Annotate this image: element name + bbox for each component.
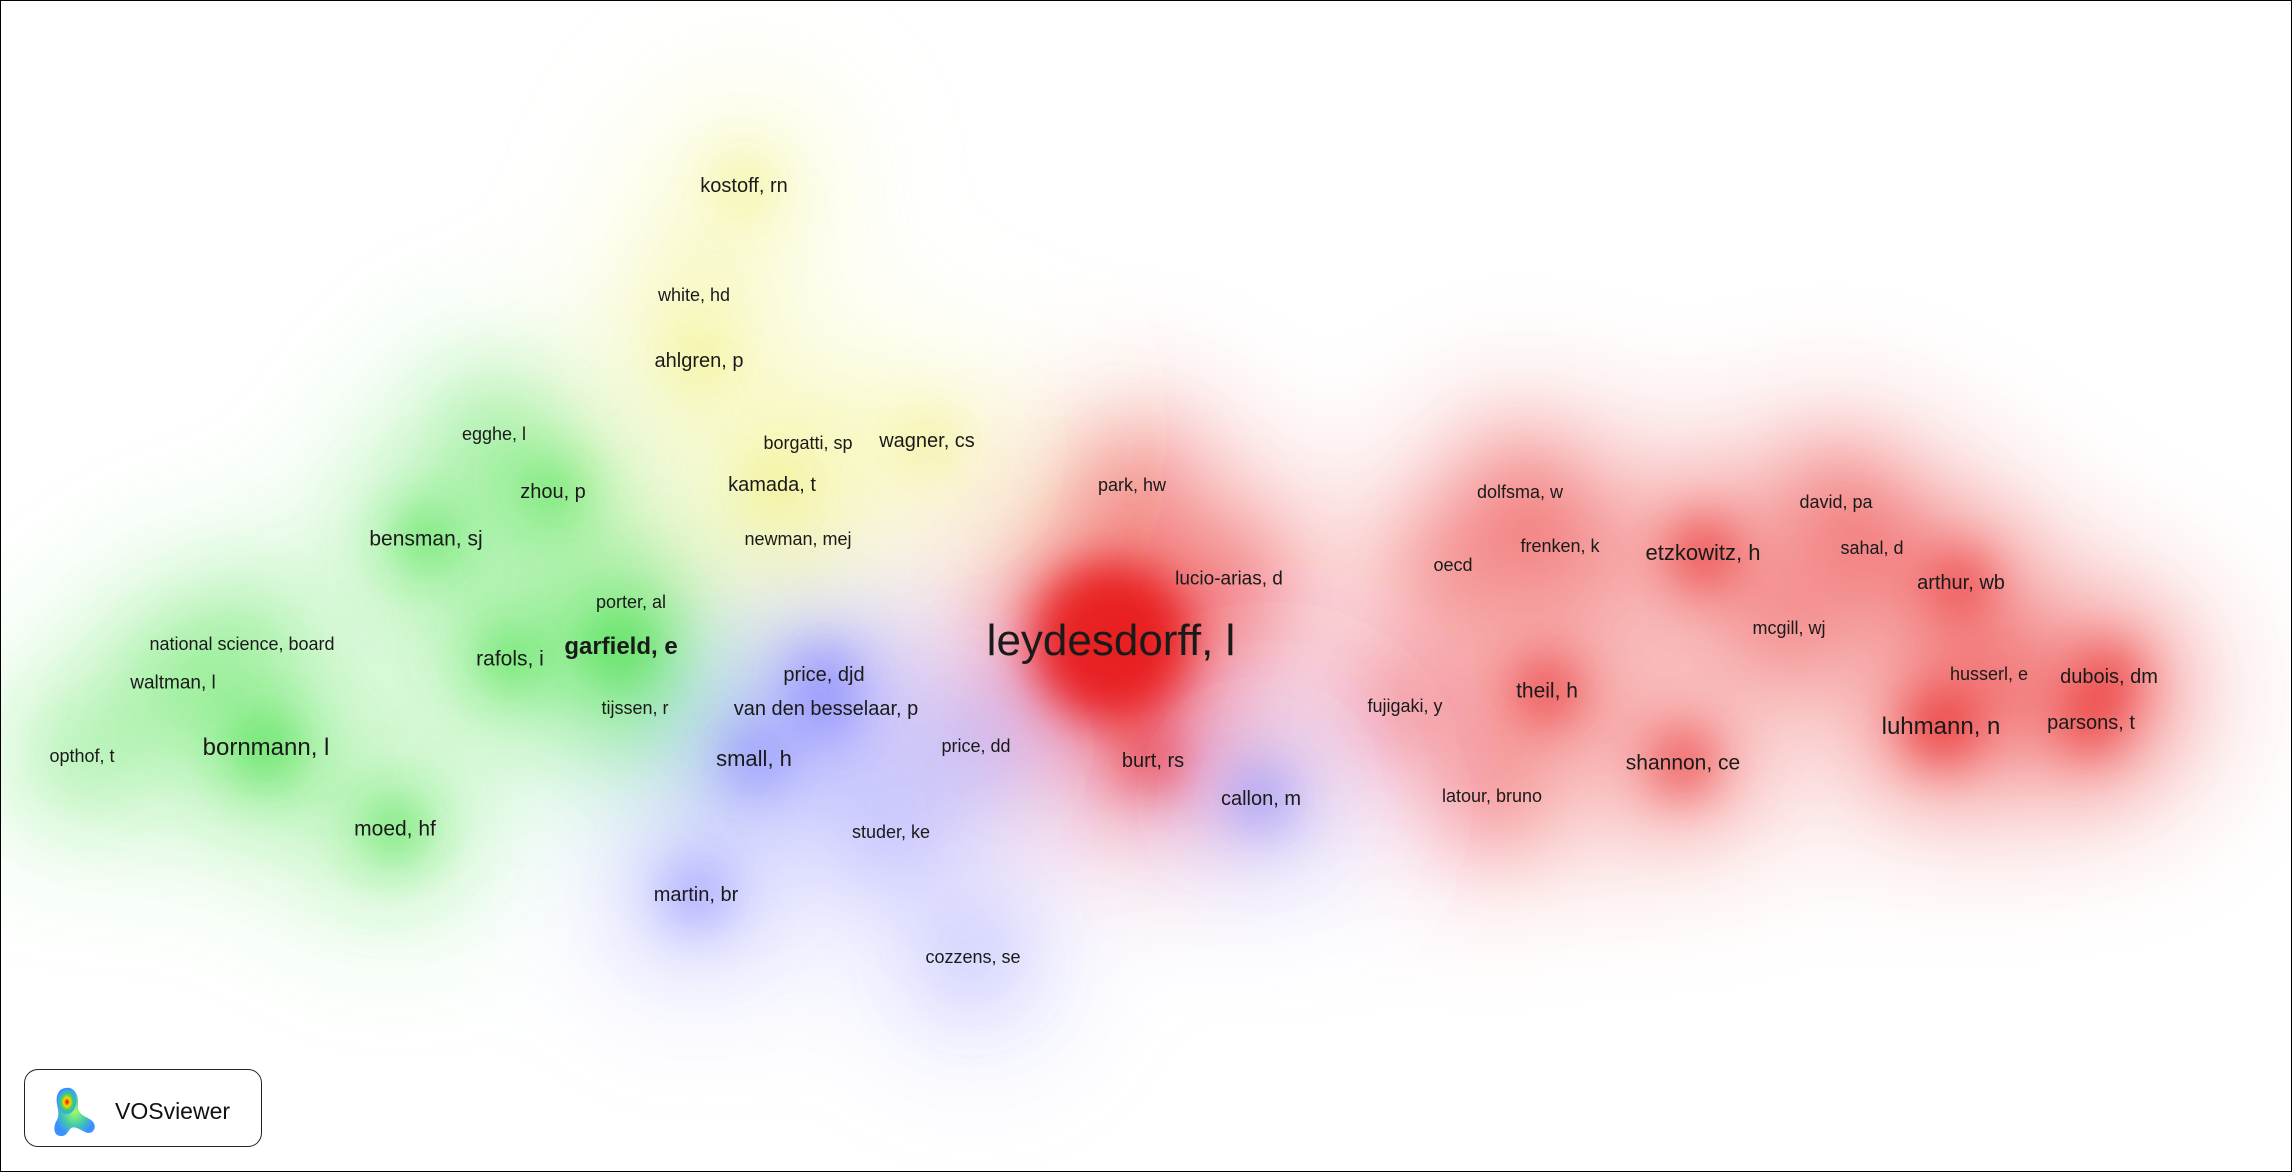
node-label-park-hw[interactable]: park, hw bbox=[1097, 475, 1167, 495]
density-blob-national-science-board bbox=[190, 592, 294, 696]
density-blob-kamada-t bbox=[741, 454, 803, 516]
density-blob-etzkowitz-h bbox=[1669, 519, 1737, 587]
node-label-kostoff-rn[interactable]: kostoff, rn bbox=[700, 175, 788, 197]
density-blob-white-hd bbox=[642, 243, 746, 347]
density-blob-zhou-p bbox=[522, 461, 584, 523]
density-blob-cozzens-se bbox=[921, 905, 1025, 1009]
density-blob-theil-h bbox=[1514, 658, 1580, 724]
node-label-dolfsma-w[interactable]: dolfsma, w bbox=[1476, 482, 1564, 502]
node-label-martin-br[interactable]: martin, br bbox=[653, 884, 739, 906]
node-label-price-dd[interactable]: price, dd bbox=[941, 736, 1011, 756]
density-blob-opthof-t bbox=[30, 704, 134, 808]
density-blob-oecd bbox=[1401, 513, 1505, 617]
density-blob-martin-br bbox=[665, 864, 727, 926]
node-label-husserl-e[interactable]: husserl, e bbox=[1949, 664, 2029, 684]
node-label-sahal-d[interactable]: sahal, d bbox=[1840, 538, 1904, 558]
node-label-mcgill-wj[interactable]: mcgill, wj bbox=[1752, 618, 1826, 638]
vosviewer-logo-icon bbox=[54, 1087, 95, 1136]
node-label-luhmann-n[interactable]: luhmann, n bbox=[1881, 713, 2001, 740]
node-label-parsons-t[interactable]: parsons, t bbox=[2047, 712, 2135, 734]
node-label-kamada-t[interactable]: kamada, t bbox=[728, 474, 816, 496]
density-blob-arthur-wb bbox=[1930, 552, 1992, 614]
density-blob-leydesdorff-l bbox=[1031, 561, 1191, 721]
node-label-rafols-i[interactable]: rafols, i bbox=[476, 647, 544, 671]
node-label-theil-h[interactable]: theil, h bbox=[1516, 679, 1578, 703]
density-blob-bensman-sj bbox=[393, 506, 459, 572]
density-blob-parsons-t bbox=[2060, 692, 2122, 754]
node-label-shannon-ce[interactable]: shannon, ce bbox=[1625, 751, 1741, 775]
node-label-borgatti-sp[interactable]: borgatti, sp bbox=[763, 433, 853, 453]
node-label-moed-hf[interactable]: moed, hf bbox=[354, 817, 436, 841]
density-blob-studer-ke bbox=[839, 780, 943, 884]
density-blob-price-djd bbox=[793, 644, 855, 706]
density-blob-fujigaki-y bbox=[1353, 654, 1457, 758]
node-label-zhou-p[interactable]: zhou, p bbox=[520, 481, 586, 503]
density-blob-lucio-arias-d bbox=[1176, 526, 1282, 632]
density-blob-price-dd bbox=[924, 694, 1028, 798]
density-blob-bornmann-l bbox=[228, 710, 304, 786]
node-label-opthof-t[interactable]: opthof, t bbox=[49, 746, 115, 766]
node-label-price-djd[interactable]: price, djd bbox=[783, 664, 865, 686]
node-label-white-hd[interactable]: white, hd bbox=[657, 285, 731, 305]
density-blob-rafols-i bbox=[477, 626, 543, 692]
density-blob-luhmann-n bbox=[1903, 689, 1979, 765]
vosviewer-logo: VOSviewer bbox=[24, 1069, 262, 1147]
density-blob-frenken-k bbox=[1508, 494, 1612, 598]
node-label-tijssen-r[interactable]: tijssen, r bbox=[601, 698, 669, 718]
density-blob-moed-hf bbox=[362, 796, 428, 862]
node-label-david-pa[interactable]: david, pa bbox=[1799, 492, 1873, 512]
density-blob-sahal-d bbox=[1820, 496, 1924, 600]
node-label-callon-m[interactable]: callon, m bbox=[1220, 788, 1302, 810]
node-label-oecd[interactable]: oecd bbox=[1433, 555, 1473, 575]
density-blob-wagner-cs bbox=[896, 410, 958, 472]
node-label-newman-mej[interactable]: newman, mej bbox=[744, 529, 852, 549]
density-blob-latour-bruno bbox=[1440, 744, 1544, 848]
density-blob-callon-m bbox=[1230, 768, 1292, 830]
node-label-studer-ke[interactable]: studer, ke bbox=[851, 822, 931, 842]
node-label-bornmann-l[interactable]: bornmann, l bbox=[202, 734, 330, 761]
logo-label: VOSviewer bbox=[115, 1098, 231, 1124]
density-blob-kostoff-rn bbox=[713, 155, 775, 217]
node-label-porter-al[interactable]: porter, al bbox=[595, 592, 667, 612]
node-label-small-h[interactable]: small, h bbox=[716, 746, 792, 771]
density-blob-small-h bbox=[720, 725, 788, 793]
density-blob-garfield-e bbox=[583, 609, 659, 685]
node-label-frenken-k[interactable]: frenken, k bbox=[1520, 536, 1600, 556]
density-blob-egghe-l bbox=[442, 382, 546, 486]
node-label-burt-rs[interactable]: burt, rs bbox=[1121, 750, 1185, 772]
node-label-garfield-e[interactable]: garfield, e bbox=[564, 633, 678, 660]
node-label-latour-bruno[interactable]: latour, bruno bbox=[1441, 786, 1543, 806]
node-label-wagner-cs[interactable]: wagner, cs bbox=[879, 430, 975, 452]
node-label-arthur-wb[interactable]: arthur, wb bbox=[1917, 572, 2005, 594]
node-label-dubois-dm[interactable]: dubois, dm bbox=[2060, 666, 2158, 688]
node-label-lucio-arias-d[interactable]: lucio-arias, d bbox=[1175, 568, 1283, 590]
node-label-waltman-l[interactable]: waltman, l bbox=[130, 672, 216, 694]
node-label-leydesdorff-l[interactable]: leydesdorff, l bbox=[986, 616, 1236, 665]
node-label-national-science-board[interactable]: national science, board bbox=[149, 634, 335, 654]
density-blob-ahlgren-p bbox=[668, 330, 730, 392]
density-blob-park-hw bbox=[1080, 433, 1184, 537]
node-label-cozzens-se[interactable]: cozzens, se bbox=[925, 947, 1021, 967]
node-label-bensman-sj[interactable]: bensman, sj bbox=[369, 527, 483, 551]
node-label-van-den-besselaar-p[interactable]: van den besselaar, p bbox=[733, 698, 919, 720]
density-blob-shannon-ce bbox=[1650, 730, 1716, 796]
node-label-etzkowitz-h[interactable]: etzkowitz, h bbox=[1645, 540, 1761, 565]
node-label-egghe-l[interactable]: egghe, l bbox=[461, 424, 527, 444]
node-label-fujigaki-y[interactable]: fujigaki, y bbox=[1367, 696, 1443, 716]
density-blob-mcgill-wj bbox=[1737, 576, 1841, 680]
node-label-ahlgren-p[interactable]: ahlgren, p bbox=[654, 350, 744, 372]
density-blob-burt-rs bbox=[1122, 730, 1184, 792]
